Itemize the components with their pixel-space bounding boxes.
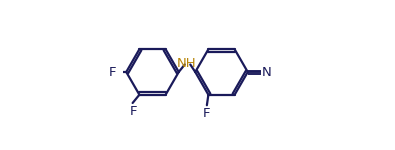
Text: F: F — [108, 66, 116, 78]
Text: F: F — [203, 107, 211, 120]
Text: NH: NH — [177, 57, 197, 70]
Text: N: N — [262, 66, 271, 78]
Text: F: F — [130, 105, 137, 118]
